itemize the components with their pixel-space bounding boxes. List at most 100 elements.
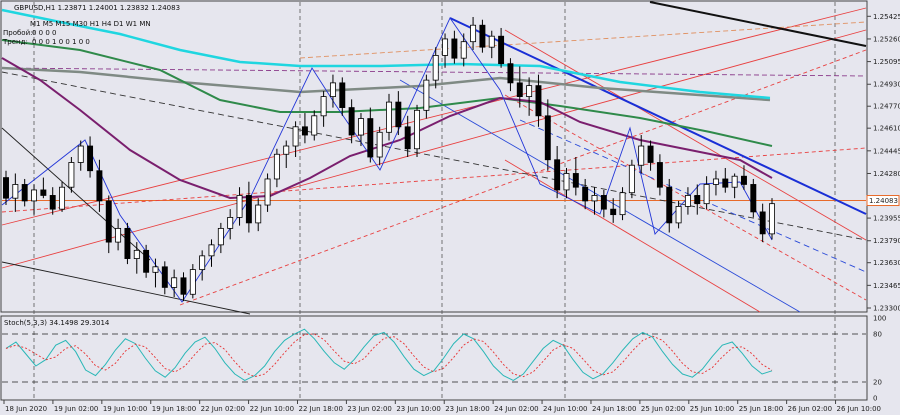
candle-body: [722, 178, 729, 188]
price-label: 1.25260: [873, 35, 900, 43]
current-price-label: 1.24083: [869, 197, 898, 205]
candle-body: [582, 186, 589, 202]
candle-body: [152, 266, 159, 273]
candle-body: [348, 107, 355, 136]
price-label: 1.25095: [873, 58, 900, 66]
candle-body: [40, 189, 47, 196]
candle-body: [769, 203, 775, 235]
ma-cyan: [1, 8, 771, 100]
price-label: 1.23300: [873, 305, 900, 313]
candle-body: [666, 186, 673, 224]
time-label: 25 Jun 10:00: [690, 405, 734, 413]
candle: [628, 159, 635, 199]
candle-body: [264, 178, 271, 206]
candle-body: [236, 195, 243, 218]
candle: [582, 178, 589, 210]
candle: [572, 157, 579, 196]
candle: [666, 178, 673, 233]
candle: [395, 91, 402, 136]
candle: [404, 115, 411, 157]
candle-body: [591, 195, 598, 202]
time-label: 23 Jun 10:00: [396, 405, 440, 413]
candle: [143, 244, 150, 278]
candle-body: [750, 184, 757, 213]
channel-line: [1, 7, 867, 226]
stoch-signal-line: [5, 333, 773, 378]
candle: [68, 157, 75, 193]
candle: [320, 91, 327, 127]
candle-body: [358, 118, 364, 136]
candle: [769, 198, 775, 240]
candle: [59, 181, 66, 212]
candle: [171, 269, 178, 298]
candle-body: [96, 170, 103, 202]
candle: [591, 187, 598, 215]
candle-body: [283, 145, 290, 155]
candle-body: [647, 145, 654, 163]
candle: [49, 187, 56, 215]
time-label: 25 Jun 02:00: [641, 405, 685, 413]
candle-body: [199, 255, 206, 270]
candle-body: [301, 126, 308, 136]
candle: [227, 209, 234, 240]
candle: [600, 189, 607, 218]
time-label: 19 Jun 10:00: [103, 405, 147, 413]
support-line: [1, 261, 251, 315]
time-label: 23 Jun 18:00: [445, 405, 489, 413]
candle: [161, 261, 168, 295]
candle: [694, 184, 701, 215]
candle-body: [759, 211, 766, 235]
timeframes-row: M1 M5 M15 M30 H1 H4 D1 W1 MN: [30, 20, 151, 28]
trend-label: Тренд:: [2, 38, 28, 46]
candle-body: [488, 35, 495, 48]
channel-line: [504, 29, 867, 241]
candle-body: [245, 195, 252, 224]
candle: [750, 178, 757, 218]
candle-body: [442, 38, 449, 56]
candle-body: [395, 101, 402, 128]
channel-line: [1, 29, 867, 269]
candle: [208, 239, 215, 267]
candle-body: [600, 195, 607, 210]
candle-body: [432, 55, 439, 81]
candle: [610, 198, 617, 223]
stoch-main-line: [5, 328, 773, 381]
candle-body: [554, 159, 561, 191]
candle: [554, 146, 561, 199]
trend-line-black: [649, 1, 867, 47]
stoch-panel-frame: [0, 315, 868, 401]
candle: [460, 33, 467, 67]
candle: [647, 140, 654, 171]
candle-body: [311, 115, 318, 136]
breakout-label: Пробой:: [3, 29, 33, 37]
candle: [376, 126, 383, 166]
candle-body: [124, 227, 131, 259]
candle: [189, 264, 196, 299]
candle-body: [21, 184, 28, 202]
time-label: 22 Jun 18:00: [298, 405, 342, 413]
candle-body: [208, 244, 215, 257]
price-label: 1.24280: [873, 170, 900, 178]
candle: [675, 200, 682, 229]
candle: [367, 107, 374, 163]
symbol-header: GBPUSD,H1 1.23871 1.24001 1.23832 1.2408…: [14, 4, 180, 12]
candle-body: [423, 79, 430, 111]
channel-line: [179, 49, 867, 306]
candle-body: [572, 173, 579, 188]
candle-body: [451, 38, 458, 59]
candle-body: [68, 162, 75, 188]
candle: [731, 173, 738, 199]
candle-body: [544, 115, 551, 161]
candle-body: [77, 145, 84, 163]
candle-body: [563, 173, 570, 191]
candle: [741, 165, 747, 190]
candle: [432, 47, 439, 89]
price-label: 1.23790: [873, 237, 900, 245]
candle-body: [180, 277, 187, 295]
candle-body: [610, 208, 617, 216]
price-label: 1.24610: [873, 125, 900, 133]
candle: [21, 178, 28, 207]
candle-body: [329, 82, 336, 97]
